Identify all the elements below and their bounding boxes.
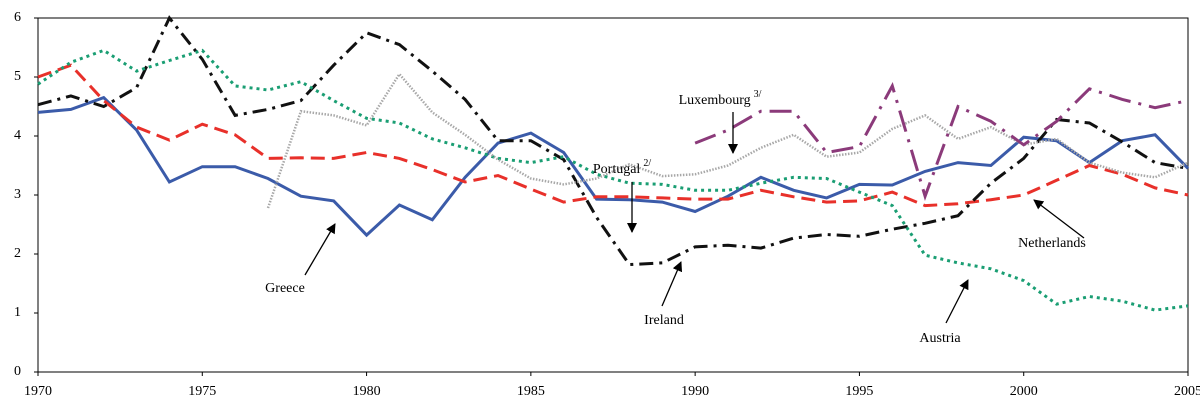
y-tick-label: 1 bbox=[14, 305, 21, 320]
annotation-text: Ireland bbox=[644, 313, 684, 328]
x-tick-label: 2005 bbox=[1174, 384, 1200, 399]
x-tick-label: 2000 bbox=[1010, 384, 1038, 399]
annotation-text: Austria bbox=[919, 331, 961, 346]
annotation-footnote: 3/ bbox=[754, 89, 762, 100]
y-tick-label: 0 bbox=[14, 364, 21, 379]
series-line bbox=[37, 15, 1189, 267]
y-tick-label: 3 bbox=[14, 187, 21, 202]
series-line bbox=[37, 95, 1190, 238]
x-tick-label: 1970 bbox=[24, 384, 52, 399]
annotation-arrow bbox=[304, 223, 336, 276]
x-tick-label: 1990 bbox=[681, 384, 709, 399]
annotation-footnote: 2/ bbox=[643, 158, 651, 169]
annotation-text: Netherlands bbox=[1018, 236, 1086, 251]
series-annotation: Austria bbox=[919, 331, 961, 346]
series-annotation: Portugal 2/ bbox=[593, 158, 651, 177]
annotation-arrow bbox=[945, 279, 969, 324]
series-annotation: Greece bbox=[265, 281, 305, 296]
annotation-arrow bbox=[661, 261, 683, 307]
series-line bbox=[694, 82, 1189, 201]
annotation-text: Portugal bbox=[593, 162, 641, 177]
series-annotation: Luxembourg 3/ bbox=[679, 89, 762, 108]
y-tick-label: 2 bbox=[14, 246, 21, 261]
series-line bbox=[266, 72, 1189, 209]
y-tick-label: 5 bbox=[14, 69, 21, 84]
y-tick-label: 4 bbox=[14, 128, 21, 143]
series-line bbox=[37, 63, 1189, 208]
x-tick-label: 1995 bbox=[845, 384, 873, 399]
annotation-arrow bbox=[1033, 199, 1085, 239]
x-tick-label: 1980 bbox=[353, 384, 381, 399]
annotation-text: Luxembourg bbox=[679, 93, 751, 108]
y-tick-label: 6 bbox=[14, 10, 21, 25]
x-tick-label: 1985 bbox=[517, 384, 545, 399]
annotation-text: Greece bbox=[265, 281, 305, 296]
series-annotation: Ireland bbox=[644, 313, 684, 328]
x-tick-label: 1975 bbox=[188, 384, 216, 399]
series-annotation: Netherlands bbox=[1018, 236, 1086, 251]
series-line bbox=[37, 48, 1189, 312]
